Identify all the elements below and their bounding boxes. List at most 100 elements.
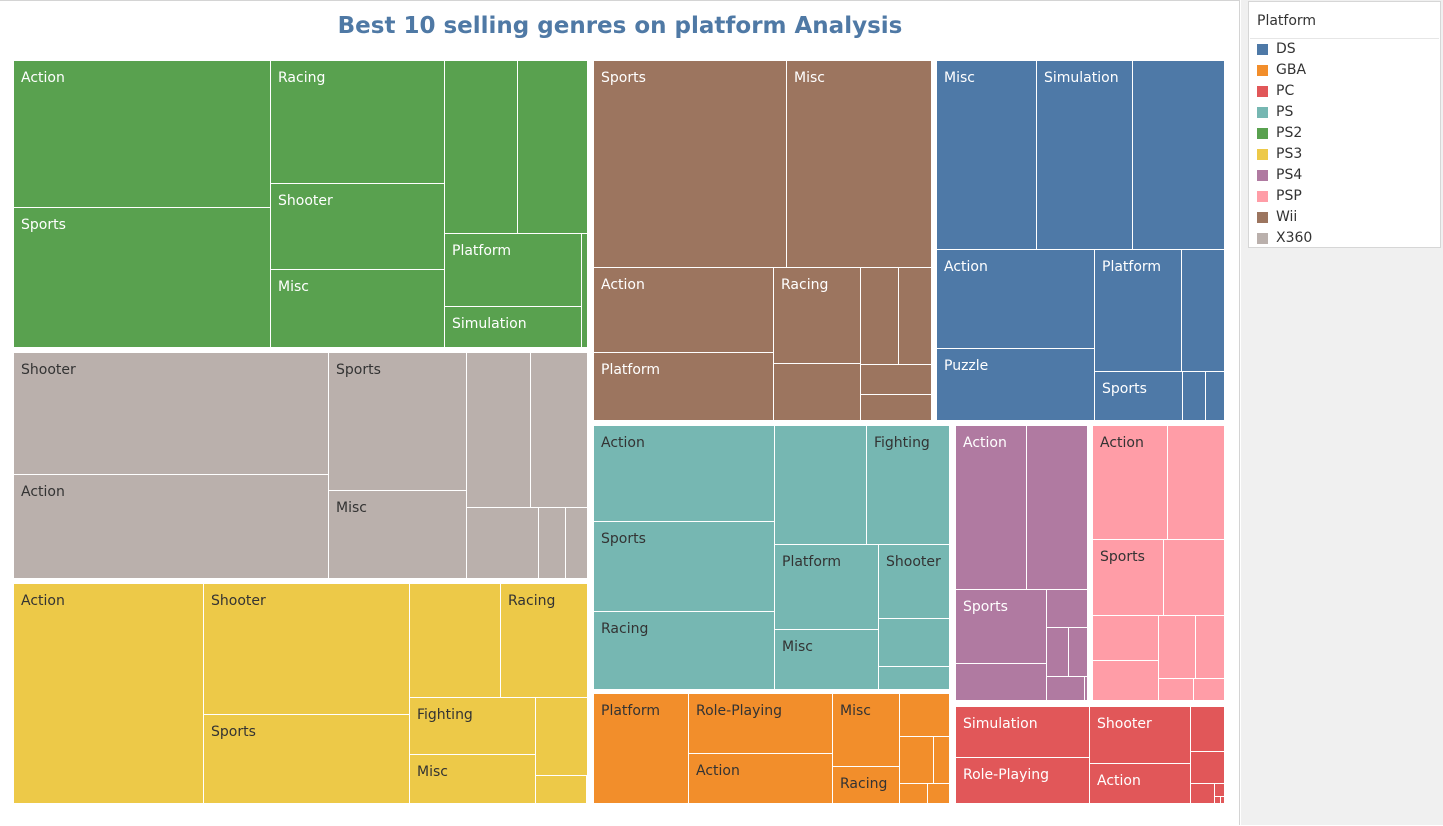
treemap-tile-ps-fighting-4[interactable]: Fighting [867, 426, 950, 545]
legend-label: Wii [1276, 209, 1298, 225]
treemap-tile-ps3-fighting-5[interactable]: Fighting [410, 698, 536, 755]
treemap-tile-wii-unlabeled-8[interactable] [861, 365, 932, 395]
treemap-tile-ps4-unlabeled-4[interactable] [1047, 590, 1088, 628]
treemap-tile-x360-action-1[interactable]: Action [14, 475, 329, 579]
treemap-tile-ds-platform-5[interactable]: Platform [1095, 250, 1182, 372]
treemap-tile-ps2-sports-1[interactable]: Sports [14, 208, 271, 348]
treemap-tile-x360-misc-3[interactable]: Misc [329, 491, 467, 579]
treemap-tile-ps2-misc-4[interactable]: Misc [271, 270, 445, 348]
treemap-tile-x360-unlabeled-5[interactable] [531, 353, 588, 508]
treemap-tile-pc-unlabeled-4[interactable] [1191, 707, 1225, 752]
treemap-tile-psp-unlabeled-7[interactable] [1196, 616, 1225, 679]
treemap-tile-ps2-unlabeled-6[interactable] [518, 61, 588, 234]
treemap-tile-psp-unlabeled-3[interactable] [1164, 540, 1225, 616]
treemap-tile-psp-unlabeled-5[interactable] [1093, 661, 1159, 701]
treemap-tile-wii-unlabeled-7[interactable] [899, 268, 932, 365]
treemap-tile-wii-misc-1[interactable]: Misc [787, 61, 932, 268]
treemap-tile-ds-simulation-1[interactable]: Simulation [1037, 61, 1133, 250]
treemap-tile-ds-puzzle-4[interactable]: Puzzle [937, 349, 1095, 421]
treemap-tile-ps2-simulation-8[interactable]: Simulation [445, 307, 582, 348]
treemap-tile-pc-unlabeled-9[interactable] [1221, 797, 1225, 804]
treemap-tile-x360-unlabeled-7[interactable] [539, 508, 566, 579]
treemap-tile-ps2-unlabeled-5[interactable] [445, 61, 518, 234]
treemap-tile-pc-simulation-0[interactable]: Simulation [956, 707, 1090, 758]
treemap-tile-gba-unlabeled-8[interactable] [900, 784, 928, 804]
treemap-tile-pc-role-playing-1[interactable]: Role-Playing [956, 758, 1090, 804]
treemap-tile-psp-unlabeled-1[interactable] [1168, 426, 1225, 540]
treemap-tile-ps4-action-0[interactable]: Action [956, 426, 1027, 590]
treemap-tile-wii-unlabeled-9[interactable] [861, 395, 932, 421]
treemap-tile-ps3-sports-2[interactable]: Sports [204, 715, 410, 804]
treemap-tile-gba-unlabeled-5[interactable] [900, 694, 950, 737]
treemap-tile-ds-unlabeled-8[interactable] [1183, 372, 1206, 421]
treemap-tile-gba-unlabeled-7[interactable] [934, 737, 950, 784]
treemap-tile-ps-misc-7[interactable]: Misc [775, 630, 879, 690]
treemap-tile-x360-sports-2[interactable]: Sports [329, 353, 467, 491]
treemap-tile-psp-action-0[interactable]: Action [1093, 426, 1168, 540]
treemap-tile-wii-platform-3[interactable]: Platform [594, 353, 774, 421]
treemap-tile-psp-unlabeled-6[interactable] [1159, 616, 1196, 679]
treemap-tile-ps3-unlabeled-7[interactable] [536, 698, 588, 776]
treemap-tile-psp-unlabeled-4[interactable] [1093, 616, 1159, 661]
treemap-tile-ps2-platform-7[interactable]: Platform [445, 234, 582, 307]
treemap-tile-gba-role-playing-1[interactable]: Role-Playing [689, 694, 833, 754]
treemap-tile-ps4-unlabeled-1[interactable] [1027, 426, 1088, 590]
treemap-tile-ps-unlabeled-9[interactable] [879, 667, 950, 690]
treemap-tile-ps4-unlabeled-6[interactable] [1069, 628, 1088, 677]
treemap-tile-wii-unlabeled-6[interactable] [861, 268, 899, 365]
treemap-tile-gba-misc-3[interactable]: Misc [833, 694, 900, 767]
treemap-tile-ps2-shooter-3[interactable]: Shooter [271, 184, 445, 270]
treemap-tile-psp-unlabeled-9[interactable] [1194, 679, 1225, 701]
treemap-tile-ps4-sports-2[interactable]: Sports [956, 590, 1047, 664]
treemap-tile-x360-unlabeled-8[interactable] [566, 508, 588, 579]
treemap-tile-ps-shooter-6[interactable]: Shooter [879, 545, 950, 619]
treemap-tile-ds-sports-7[interactable]: Sports [1095, 372, 1183, 421]
treemap-tile-gba-unlabeled-6[interactable] [900, 737, 934, 784]
treemap-tile-x360-unlabeled-4[interactable] [467, 353, 531, 508]
treemap-tile-ps3-action-0[interactable]: Action [14, 584, 204, 804]
treemap-tile-ps-action-0[interactable]: Action [594, 426, 775, 522]
treemap-tile-wii-action-2[interactable]: Action [594, 268, 774, 353]
treemap-tile-ps2-unlabeled-9[interactable] [582, 234, 588, 348]
treemap-tile-gba-platform-0[interactable]: Platform [594, 694, 689, 804]
treemap-tile-ps4-unlabeled-7[interactable] [1047, 677, 1085, 701]
treemap-tile-wii-racing-4[interactable]: Racing [774, 268, 861, 364]
treemap-tile-ps3-racing-4[interactable]: Racing [501, 584, 588, 698]
treemap-tile-ds-unlabeled-2[interactable] [1133, 61, 1225, 250]
treemap-tile-psp-sports-2[interactable]: Sports [1093, 540, 1164, 616]
treemap-tile-ds-unlabeled-6[interactable] [1182, 250, 1225, 372]
treemap-tile-ps4-unlabeled-5[interactable] [1047, 628, 1069, 677]
treemap-tile-ps-sports-1[interactable]: Sports [594, 522, 775, 612]
treemap-tile-ps3-shooter-1[interactable]: Shooter [204, 584, 410, 715]
treemap-tile-ps4-unlabeled-8[interactable] [1085, 677, 1088, 701]
tile-label: Puzzle [944, 358, 989, 374]
treemap-tile-gba-racing-4[interactable]: Racing [833, 767, 900, 804]
treemap-tile-pc-action-3[interactable]: Action [1090, 764, 1191, 804]
treemap-tile-gba-unlabeled-9[interactable] [928, 784, 950, 804]
treemap-tile-ps-platform-5[interactable]: Platform [775, 545, 879, 630]
treemap-tile-pc-unlabeled-7[interactable] [1215, 784, 1225, 797]
treemap-tile-x360-shooter-0[interactable]: Shooter [14, 353, 329, 475]
treemap-tile-ps3-unlabeled-3[interactable] [410, 584, 501, 698]
treemap-tile-ps-racing-2[interactable]: Racing [594, 612, 775, 690]
treemap-tile-ps-unlabeled-8[interactable] [879, 619, 950, 667]
treemap-tile-x360-unlabeled-6[interactable] [467, 508, 539, 579]
treemap-tile-pc-unlabeled-8[interactable] [1215, 797, 1221, 804]
treemap-tile-wii-sports-0[interactable]: Sports [594, 61, 787, 268]
treemap-tile-pc-unlabeled-6[interactable] [1191, 784, 1215, 804]
treemap-tile-pc-shooter-2[interactable]: Shooter [1090, 707, 1191, 764]
treemap-tile-ps2-racing-2[interactable]: Racing [271, 61, 445, 184]
treemap-tile-ps4-unlabeled-3[interactable] [956, 664, 1047, 701]
treemap-tile-ps3-unlabeled-8[interactable] [536, 776, 587, 804]
treemap-tile-ps2-action-0[interactable]: Action [14, 61, 271, 208]
treemap-tile-ps-unlabeled-3[interactable] [775, 426, 867, 545]
treemap-tile-psp-unlabeled-8[interactable] [1159, 679, 1194, 701]
treemap-tile-ps3-misc-6[interactable]: Misc [410, 755, 536, 804]
treemap-tile-ds-unlabeled-9[interactable] [1206, 372, 1225, 421]
treemap-tile-ds-misc-0[interactable]: Misc [937, 61, 1037, 250]
treemap-tile-pc-unlabeled-5[interactable] [1191, 752, 1225, 784]
treemap-tile-wii-unlabeled-5[interactable] [774, 364, 861, 421]
tile-label: Sports [963, 599, 1008, 615]
treemap-tile-gba-action-2[interactable]: Action [689, 754, 833, 804]
treemap-tile-ds-action-3[interactable]: Action [937, 250, 1095, 349]
